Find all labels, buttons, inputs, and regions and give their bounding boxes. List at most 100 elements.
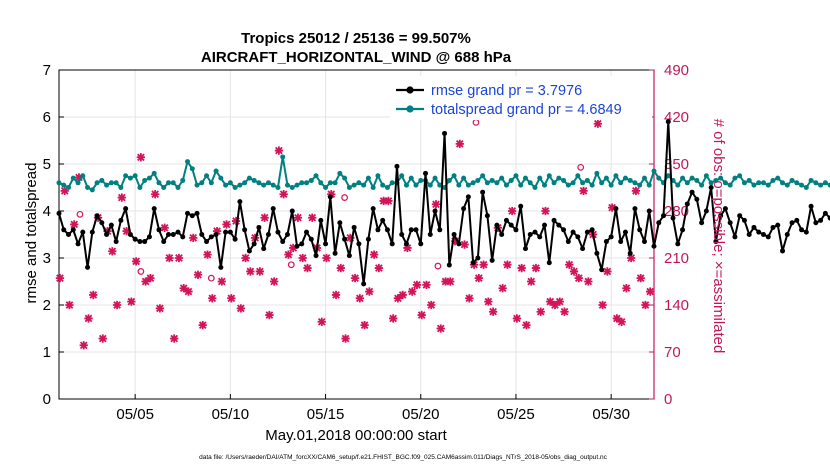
rmse-point [361, 281, 367, 287]
totalspread-point [185, 159, 191, 165]
obs-assimilated-point [374, 263, 384, 273]
totalspread-point [94, 180, 100, 186]
totalspread-point [689, 175, 695, 181]
obs-assimilated-point [189, 233, 198, 243]
totalspread-point [499, 175, 505, 181]
totalspread-point [813, 180, 819, 186]
obs-assimilated-point [255, 267, 265, 276]
rmse-point [718, 213, 724, 219]
rmse-point [551, 217, 557, 223]
rmse-point [237, 199, 243, 205]
totalspread-point [727, 182, 733, 188]
totalspread-point [756, 180, 762, 186]
obs-assimilated-point [474, 273, 483, 283]
totalspread-point [708, 180, 714, 186]
totalspread-point [218, 175, 224, 181]
rmse-point [542, 222, 548, 228]
obs-assimilated-point [155, 304, 165, 313]
rmse-point [446, 262, 452, 268]
rmse-point [622, 229, 628, 235]
series-lines [56, 119, 830, 287]
x-tick-label: 05/10 [212, 406, 250, 423]
rmse-point [161, 239, 167, 245]
totalspread-point [556, 175, 562, 181]
y-tick-label: 6 [43, 109, 51, 126]
obs-assimilated-point [284, 250, 293, 259]
legend-rmse-marker [406, 86, 414, 94]
obs-assimilated-point [479, 260, 488, 269]
totalspread-point [580, 180, 586, 186]
obs-assimilated-point [603, 267, 612, 276]
totalspread-point [603, 175, 609, 181]
rmse-point [703, 208, 709, 214]
x-tick-label: 05/05 [116, 406, 154, 423]
rmse-point [508, 222, 514, 228]
totalspread-point [599, 180, 605, 186]
rmse-point [389, 241, 395, 247]
obs-assimilated-point [541, 206, 550, 216]
rmse-point [580, 246, 586, 252]
totalspread-point [89, 187, 95, 193]
obs-assimilated-point [298, 253, 307, 263]
y-tick-label: 7 [43, 62, 51, 79]
legend-totalspread-marker [406, 105, 414, 113]
totalspread-point [108, 180, 114, 186]
totalspread-point [737, 173, 743, 179]
obs-assimilated-point [127, 297, 136, 306]
totalspread-point [370, 185, 376, 190]
totalspread-point [237, 182, 243, 188]
obs-assimilated-point [150, 190, 160, 199]
rmse-point [56, 210, 62, 216]
totalspread-point [780, 180, 786, 186]
totalspread-point [618, 180, 624, 186]
totalspread-point [213, 168, 219, 174]
obs-assimilated-point [584, 277, 593, 286]
totalspread-point [265, 180, 271, 186]
rmse-point [66, 232, 72, 237]
totalspread-point [232, 185, 238, 190]
totalspread-point [641, 175, 647, 181]
rmse-point [632, 206, 638, 212]
obs-assimilated-point [626, 253, 636, 263]
totalspread-point [684, 180, 690, 186]
rmse-point [646, 208, 652, 214]
rmse-point [246, 248, 252, 254]
rmse-point [104, 232, 110, 237]
y-tick-label: 3 [43, 250, 51, 267]
obs-possible-point [472, 118, 480, 126]
obs-assimilated-point [203, 250, 212, 259]
obs-assimilated-point [174, 253, 184, 263]
rmse-point [275, 229, 281, 235]
rmse-point [137, 239, 143, 245]
rmse-point [427, 232, 433, 237]
obs-assimilated-point [193, 270, 203, 279]
obs-assimilated-point [346, 233, 355, 243]
totalspread-point [718, 175, 724, 181]
rmse-point [751, 224, 757, 230]
rmse-point [675, 241, 681, 247]
totalspread-point [722, 180, 728, 186]
totalspread-point [246, 175, 252, 181]
legend-box [390, 76, 652, 120]
rmse-point [741, 217, 747, 223]
chart-title: Tropics 25012 / 25136 = 99.507% [241, 30, 471, 47]
totalspread-point [199, 180, 205, 186]
totalspread-point [223, 182, 229, 188]
totalspread-point [399, 173, 405, 179]
y2-tick-label: 140 [664, 297, 689, 314]
totalspread-point [732, 175, 738, 181]
obs-assimilated-point [322, 253, 331, 263]
obs-possible-point [207, 274, 215, 282]
totalspread-point [146, 175, 152, 181]
totalspread-point [770, 177, 776, 183]
totalspread-point [275, 185, 281, 190]
obs-assimilated-point [331, 290, 341, 300]
obs-assimilated-point [122, 226, 131, 236]
totalspread-point [518, 182, 524, 188]
obs-assimilated-point [512, 314, 522, 323]
totalspread-point [589, 182, 595, 188]
totalspread-point [475, 177, 481, 183]
rmse-point [337, 220, 343, 226]
x-axis-label: May.01,2018 00:00:00 start [265, 427, 447, 444]
obs-assimilated-point [179, 284, 188, 293]
